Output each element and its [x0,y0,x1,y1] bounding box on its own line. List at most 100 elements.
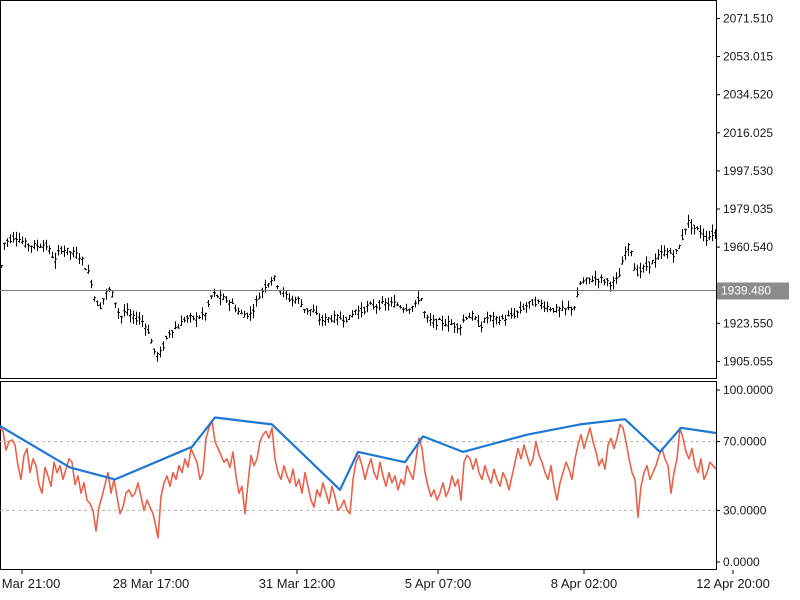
price-bar [375,304,378,314]
price-bar [87,264,90,274]
price-bar [123,304,126,317]
price-bar [192,315,195,321]
price-bar [294,296,297,304]
price-bar [441,315,444,331]
price-bar [594,270,597,286]
price-bar [567,300,570,311]
price-bar [444,319,447,327]
price-bar [675,249,678,254]
price-bar [582,277,585,284]
price-axis-label: 1960.540 [723,240,773,254]
price-bar [303,308,306,314]
price-bar [48,245,51,255]
price-bar [318,313,321,326]
price-bar [228,299,231,312]
price-bar [60,245,63,255]
price-bar [243,310,246,318]
price-bar [477,315,480,327]
price-bar [240,309,243,315]
price-bar [402,307,405,313]
price-bar [309,309,312,317]
price-bar [600,274,603,284]
price-bar [153,348,156,355]
price-bar [27,243,30,252]
price-bar [12,231,15,243]
price-bar [345,316,348,323]
price-bar [180,315,183,326]
price-bar [468,312,471,319]
price-bar [150,338,153,344]
price-bar [45,239,48,251]
price-bar [573,305,576,311]
price-bar [114,302,117,309]
price-bar [555,303,558,313]
price-bar [558,306,561,318]
price-bar [690,219,693,235]
price-bar [72,247,75,258]
time-axis-label: 31 Mar 12:00 [259,576,336,591]
price-bar [651,260,654,265]
oscillator-series-line [0,420,717,539]
price-bar [9,234,12,244]
price-bar [261,287,264,299]
price-bar [207,300,210,308]
price-bar [654,253,657,268]
price-bar [378,300,381,311]
price-bar [546,301,549,313]
price-bar [321,314,324,327]
price-bar [141,314,144,327]
price-bar [21,236,24,245]
price-bar [525,302,528,313]
price-axis-label: 1979.035 [723,202,773,216]
price-bar [714,229,717,239]
indicator-axis: 100.0000 70.0000 30.0000 0.0000 [716,383,773,569]
price-bar [396,302,399,307]
price-bar [426,314,429,323]
price-bar [414,300,417,308]
price-bar [507,310,510,317]
price-bar [69,251,72,260]
price-bar [162,341,165,351]
price-bar [306,308,309,315]
price-bar [216,294,219,298]
price-bar [327,317,330,323]
price-bar [465,316,468,320]
price-bar [171,330,174,338]
price-bar [330,315,333,323]
price-bar [267,282,270,288]
indicator-axis-label: 70.0000 [723,435,767,449]
current-price-marker-label: 1939.480 [721,283,771,297]
price-bar [54,252,57,269]
price-bar [6,238,9,247]
price-bar [492,311,495,328]
price-bar [480,321,483,333]
price-bar [51,251,54,259]
price-bar [429,313,432,326]
price-bar [288,293,291,303]
price-bar [249,306,252,321]
price-bar [624,246,627,260]
price-bar [408,308,411,315]
price-bar [471,310,474,321]
price-bar [633,263,636,271]
price-axis-label: 1905.055 [723,354,773,368]
price-bar [459,324,462,336]
price-bar [621,256,624,265]
price-bar [315,305,318,315]
price-bar [381,295,384,304]
price-bar [516,310,519,318]
price-bar [639,262,642,279]
price-bar [612,276,615,290]
price-bar [474,316,477,321]
price-bar [336,313,339,326]
price-bar [387,297,390,311]
price-bar [201,307,204,320]
price-bar [693,224,696,235]
price-bar [453,322,456,333]
price-bar [120,315,123,324]
price-axis-label: 1923.550 [723,316,773,330]
price-bar [462,314,465,323]
price-bar [561,300,564,311]
price-bar [312,304,315,313]
time-axis-label: 5 Apr 07:00 [405,576,472,591]
